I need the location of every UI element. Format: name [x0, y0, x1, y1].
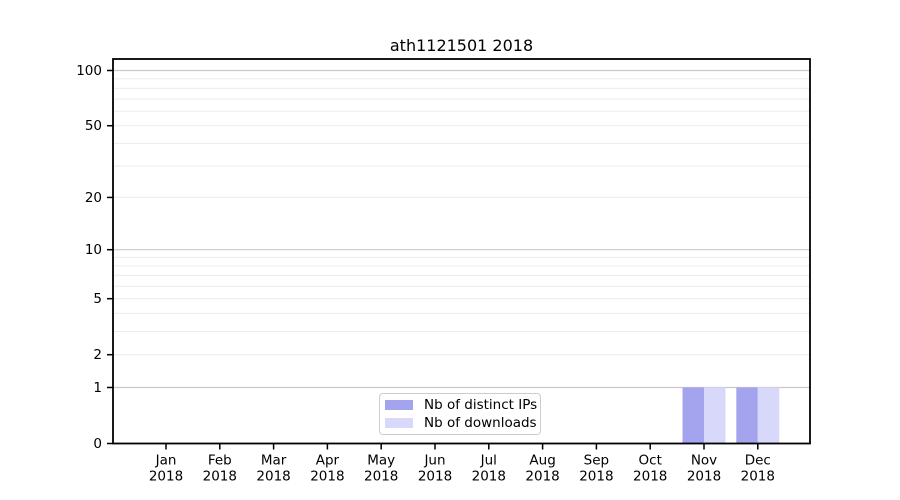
- legend-item: Nb of distinct IPs: [380, 397, 540, 413]
- bar-distinct-ips-nov: [682, 387, 704, 444]
- bar-downloads-dec: [757, 387, 780, 444]
- chart-title: ath1121501 2018: [389, 36, 534, 55]
- y-axis-tick-label: 2: [93, 347, 102, 363]
- y-axis-tick-label: 10: [85, 242, 102, 258]
- x-axis-tick-label-month: Aug: [529, 453, 555, 469]
- legend-item: Nb of downloads: [380, 415, 540, 431]
- x-axis-tick-label-year: 2018: [149, 469, 183, 485]
- x-axis-tick-label-year: 2018: [418, 469, 452, 485]
- x-axis-tick-label-month: Nov: [691, 453, 717, 469]
- x-axis-tick-label-year: 2018: [310, 469, 344, 485]
- x-axis-tick-label-month: May: [367, 453, 395, 469]
- x-axis-tick-label-month: Jan: [155, 453, 177, 469]
- legend: Nb of distinct IPs Nb of downloads: [379, 393, 541, 435]
- legend-label-distinct-ips: Nb of distinct IPs: [424, 397, 538, 413]
- x-axis-tick-label-month: Jun: [423, 453, 445, 469]
- x-axis-tick-label-month: Sep: [584, 453, 609, 469]
- x-axis-tick-label-year: 2018: [364, 469, 398, 485]
- x-axis-tick-label-month: Feb: [208, 453, 232, 469]
- x-axis-tick-label-month: Dec: [745, 453, 771, 469]
- x-axis-tick-label-month: Apr: [316, 453, 340, 469]
- x-axis-tick-label-year: 2018: [472, 469, 506, 485]
- x-axis-tick-label-year: 2018: [633, 469, 667, 485]
- y-axis-tick-label: 0: [93, 436, 102, 452]
- bar-downloads-nov: [704, 387, 726, 444]
- x-axis-tick-label-month: Mar: [261, 453, 287, 469]
- legend-swatch-downloads-icon: [385, 418, 413, 428]
- plot-border: [112, 58, 811, 445]
- x-axis-tick-label-month: Jul: [480, 453, 497, 469]
- x-axis-tick-label-year: 2018: [203, 469, 237, 485]
- x-axis-tick-label-month: Oct: [639, 453, 662, 469]
- y-axis-tick-label: 100: [76, 63, 102, 79]
- legend-swatch-distinct-ips-icon: [385, 400, 413, 410]
- x-axis-tick-label-year: 2018: [579, 469, 613, 485]
- bar-distinct-ips-dec: [736, 387, 758, 444]
- y-axis-tick-label: 5: [93, 291, 102, 307]
- legend-label-downloads: Nb of downloads: [424, 415, 537, 431]
- y-axis-tick-label: 50: [85, 118, 102, 134]
- y-axis-tick-label: 1: [93, 380, 102, 396]
- x-axis-tick-label-year: 2018: [741, 469, 775, 485]
- x-axis-tick-label-year: 2018: [256, 469, 290, 485]
- x-axis-tick-label-year: 2018: [687, 469, 721, 485]
- y-axis-tick-label: 20: [85, 190, 102, 206]
- x-axis-tick-label-year: 2018: [525, 469, 559, 485]
